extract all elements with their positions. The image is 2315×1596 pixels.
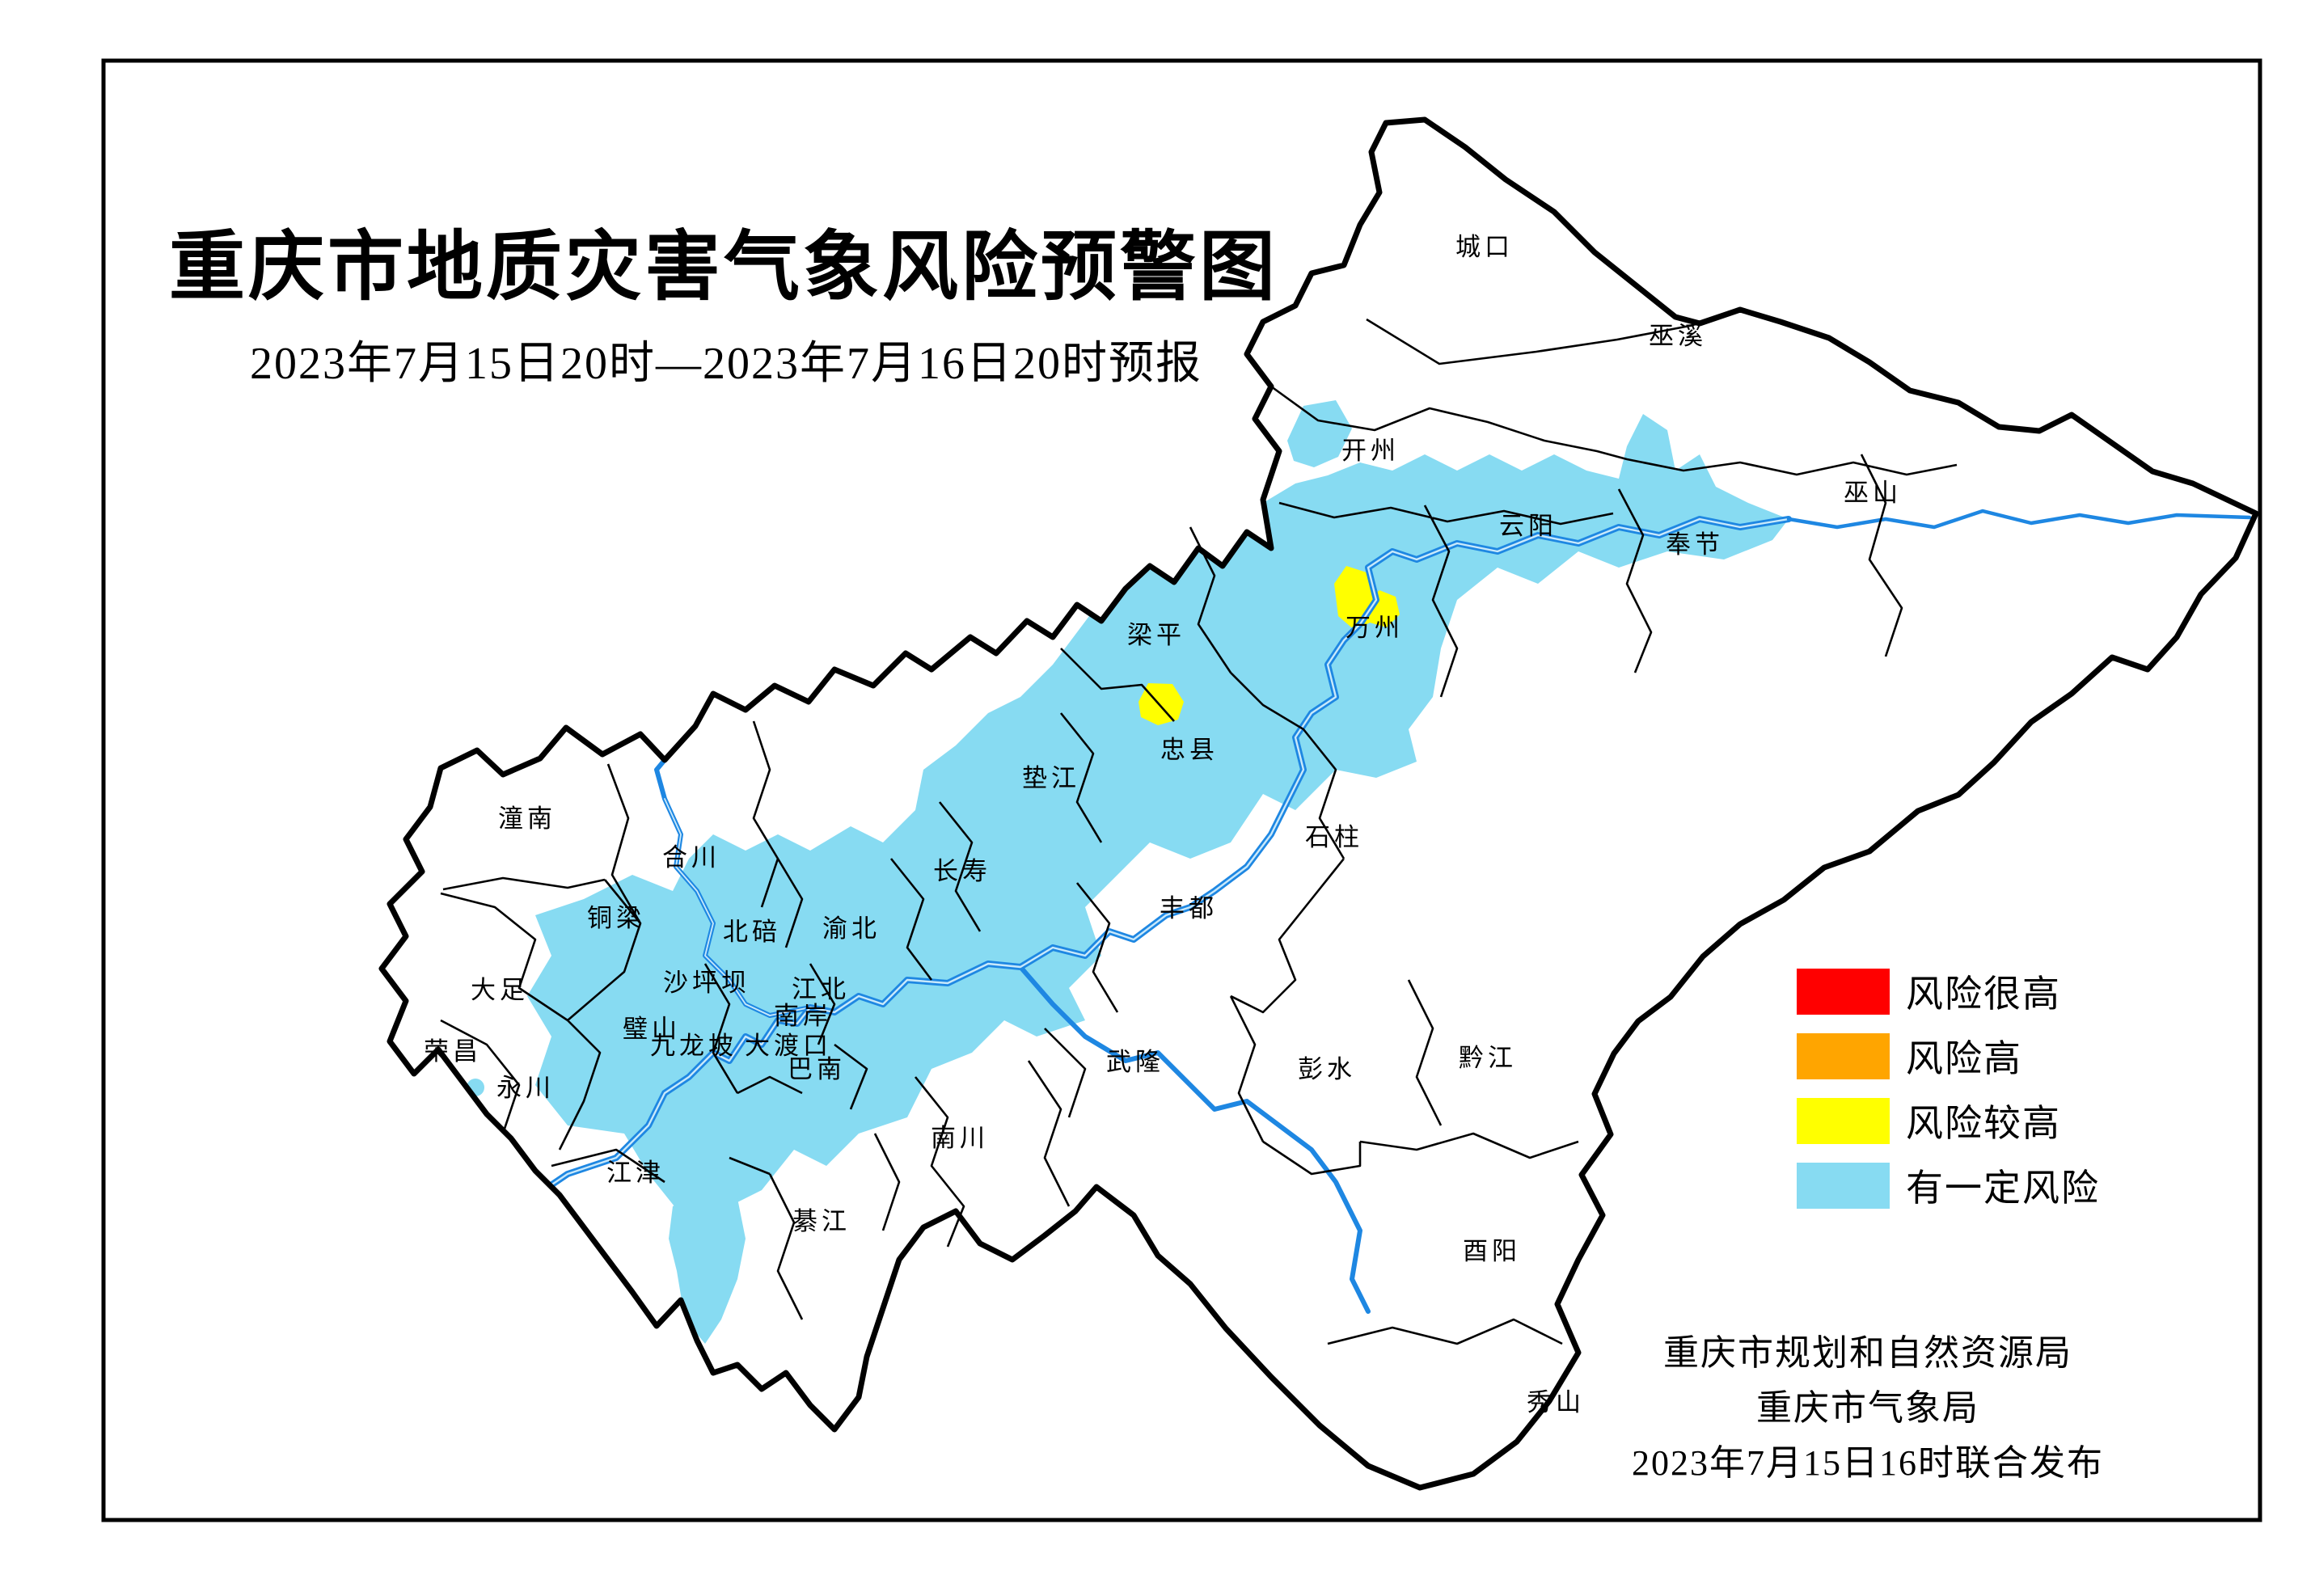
district-label: 酉阳 — [1463, 1237, 1521, 1265]
district-label: 开州 — [1341, 437, 1400, 465]
district-label: 沙坪坝 — [663, 969, 750, 997]
legend-swatch — [1797, 1033, 1890, 1079]
district-label: 石柱 — [1305, 823, 1363, 851]
district-label: 南川 — [931, 1124, 989, 1152]
district-label: 奉节 — [1666, 530, 1724, 559]
district-label: 渝北 — [822, 914, 881, 943]
district-label: 秀山 — [1527, 1388, 1585, 1417]
district-labels: 城口巫溪开州巫山云阳奉节梁平 万州垫江 忠县石柱长寿丰都 潼南合川铜梁北碚 渝北大足 沙坪… — [424, 233, 1902, 1417]
credit-line: 2023年7月15日16时联合发布 — [1632, 1443, 2104, 1483]
district-label: 荣昌 — [424, 1037, 482, 1066]
legend-swatch — [1797, 1163, 1890, 1209]
legend-label: 风险很高 — [1906, 973, 2061, 1015]
credit-line: 重庆市规划和自然资源局 — [1663, 1333, 2072, 1373]
legend-label: 风险较高 — [1906, 1103, 2061, 1144]
risk-area-some-qijiang-strip — [669, 1190, 746, 1344]
district-label: 九龙坡 — [650, 1032, 737, 1060]
yangtze-river-east — [1786, 509, 2252, 530]
district-label: 大足 — [471, 976, 529, 1004]
district-label: 綦江 — [792, 1207, 851, 1235]
district-label: 丰都 — [1160, 894, 1218, 923]
district-label: 忠县 — [1160, 736, 1219, 764]
district-label: 巫溪 — [1649, 322, 1707, 350]
credit-line: 重庆市气象局 — [1756, 1388, 1979, 1428]
risk-area-some-kaizhou — [1287, 400, 1352, 467]
district-label: 城口 — [1455, 233, 1514, 261]
district-label: 万州 — [1345, 614, 1404, 642]
yangtze-river-core — [506, 517, 1790, 1216]
district-label: 江北 — [792, 975, 850, 1003]
risk-area-some-main — [527, 414, 1789, 1214]
district-label: 云阳 — [1499, 512, 1557, 540]
district-borders — [440, 318, 1958, 1345]
district-label: 巫山 — [1844, 479, 1902, 507]
district-label: 大渡口 — [745, 1032, 832, 1060]
district-label: 彭水 — [1298, 1055, 1356, 1083]
district-label: 黔江 — [1459, 1044, 1517, 1072]
district-label: 铜梁 — [587, 904, 645, 932]
district-label: 璧山 — [623, 1015, 681, 1043]
legend-swatch — [1797, 1098, 1890, 1144]
page-subtitle: 2023年7月15日20时—2023年7月16日20时预报 — [250, 339, 1202, 389]
district-label: 长寿 — [933, 857, 991, 885]
district-label: 潼南 — [498, 804, 556, 833]
risk-area-some-rongchang-dot1 — [426, 1065, 450, 1089]
district-label: 垫江 — [1022, 764, 1080, 792]
legend-label: 有一定风险 — [1906, 1167, 2100, 1209]
jialing-river-core — [664, 798, 811, 1016]
frame-border — [101, 58, 2262, 1522]
district-label: 合川 — [662, 843, 720, 872]
district-label: 武隆 — [1106, 1048, 1164, 1076]
district-label: 永川 — [496, 1074, 555, 1102]
district-label: 梁平 — [1127, 621, 1185, 649]
risk-area-medium-wanzhou — [1334, 566, 1400, 631]
legend-label: 风险高 — [1906, 1038, 2022, 1079]
district-label: 巴南 — [788, 1055, 846, 1083]
page-title: 重庆市地质灾害气象风险预警图 — [169, 226, 1278, 310]
district-label: 江津 — [606, 1159, 665, 1187]
wujiang-river — [1018, 965, 1371, 1314]
district-label: 南岸 — [774, 1002, 832, 1030]
municipality-outline — [378, 116, 2259, 1491]
district-label: 北碚 — [723, 918, 781, 946]
legend-swatch — [1797, 969, 1890, 1015]
